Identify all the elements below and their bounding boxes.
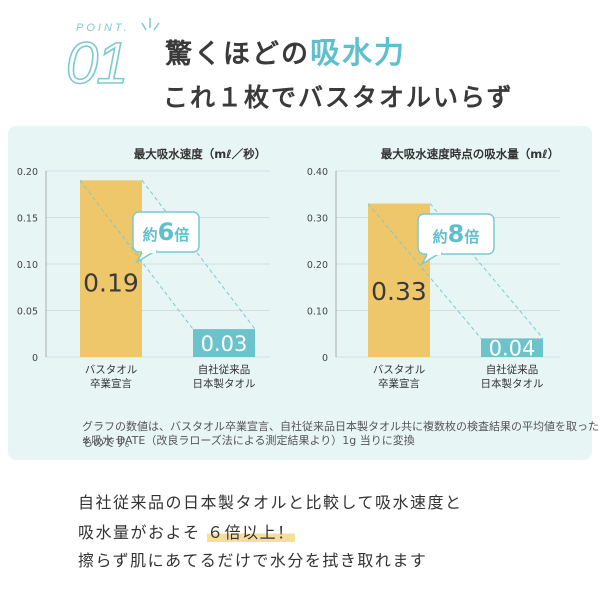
y-tick-label-0-1: 0.05 — [17, 307, 38, 318]
headline-1-prefix: 驚くほどの — [165, 39, 310, 70]
callout-text-0: 約6倍 — [143, 218, 190, 246]
category-label-0-1-1: 日本製タオル — [193, 377, 256, 390]
y-tick-label-0-4: 0.20 — [17, 167, 38, 178]
body-line-2-highlight: ６倍以上！ — [207, 523, 295, 542]
point-label: POINT. — [76, 22, 130, 34]
bar-1-1 — [481, 338, 543, 357]
connector-right-0 — [141, 179, 256, 330]
category-label-0-0-1: 卒業宣言 — [90, 377, 132, 390]
headline-1: 驚くほどの吸水力 — [165, 28, 406, 72]
category-label-0-1-0: 自社従来品 — [198, 363, 251, 376]
body-line-2: 吸水量がおよそ ６倍以上！ — [78, 519, 295, 543]
bar-0-1 — [193, 329, 255, 357]
chart-title-0: 最大吸水速度（mℓ／秒） — [134, 147, 266, 161]
category-label-1-1-0: 自社従来品 — [486, 363, 539, 376]
point-number: 01 — [65, 30, 129, 97]
y-tick-label-0-3: 0.15 — [17, 214, 38, 225]
y-tick-label-0-0: 0 — [32, 353, 38, 364]
y-tick-label-1-3: 0.30 — [307, 214, 328, 225]
y-tick-label-0-2: 0.10 — [17, 260, 38, 271]
body-line-1: 自社従来品の日本製タオルと比較して吸水速度と — [78, 493, 463, 512]
value-label-0-1: 0.03 — [201, 332, 248, 356]
footnote-2: ※吸水 DATE（改良ラローズ法による測定結果より）1g 当りに変換 — [82, 434, 415, 447]
footnote-1: グラフの数値は、バスタオル卒業宣言、自社従来品日本製タオル共に複数枚の検査結果の… — [82, 420, 599, 449]
category-label-1-0-0: バスタオル — [373, 364, 426, 376]
y-tick-label-1-4: 0.40 — [307, 167, 328, 178]
chart-title-1: 最大吸水速度時点の吸水量（mℓ） — [381, 147, 559, 161]
callout-tail-cover-1 — [427, 251, 441, 255]
body-line-2-prefix: 吸水量がおよそ — [78, 523, 201, 542]
headline-2: これ１枚でバスタオルいらず — [163, 83, 514, 112]
callout-tail-cover-0 — [142, 249, 156, 253]
headline-1-accent: 吸水力 — [310, 36, 406, 71]
bar-0-0 — [80, 180, 142, 357]
connector-left-1 — [367, 203, 482, 339]
category-label-1-0-1: 卒業宣言 — [378, 377, 420, 390]
value-label-1-1: 0.04 — [489, 337, 536, 361]
callout-bubble-0 — [132, 211, 200, 253]
category-label-0-0-0: バスタオル — [85, 364, 138, 376]
y-tick-label-1-2: 0.20 — [307, 260, 328, 271]
y-tick-label-1-1: 0.10 — [307, 307, 328, 318]
category-label-1-1-1: 日本製タオル — [481, 377, 544, 390]
y-tick-label-1-0: 0 — [322, 353, 328, 364]
sparkle-icon — [141, 18, 160, 31]
value-label-1-0: 0.33 — [371, 277, 427, 306]
callout-bubble-1 — [417, 213, 495, 255]
connector-left-0 — [79, 179, 194, 330]
value-label-0-0: 0.19 — [83, 269, 139, 298]
body-line-3: 擦らず肌にあてるだけで水分を拭き取れます — [78, 551, 428, 570]
callout-text-1: 約8倍 — [433, 220, 480, 248]
